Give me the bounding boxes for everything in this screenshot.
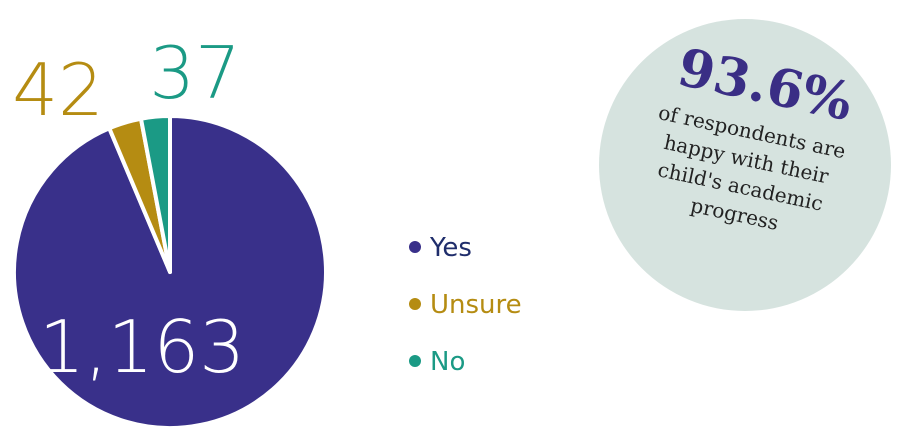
legend-dot [409, 298, 421, 310]
legend-label: No [430, 347, 465, 377]
callout: 93.6% of respondents are happy with thei… [599, 19, 891, 311]
callout-circle [599, 19, 891, 311]
legend-label: Unsure [430, 290, 522, 320]
value-label: 1,163 [39, 305, 245, 389]
legend-dot [409, 355, 421, 367]
value-label: 42 [12, 48, 104, 132]
pie-slice [138, 114, 172, 274]
legend-label: Yes [429, 233, 472, 263]
value-label: 37 [149, 31, 241, 115]
legend-dot [409, 241, 421, 253]
